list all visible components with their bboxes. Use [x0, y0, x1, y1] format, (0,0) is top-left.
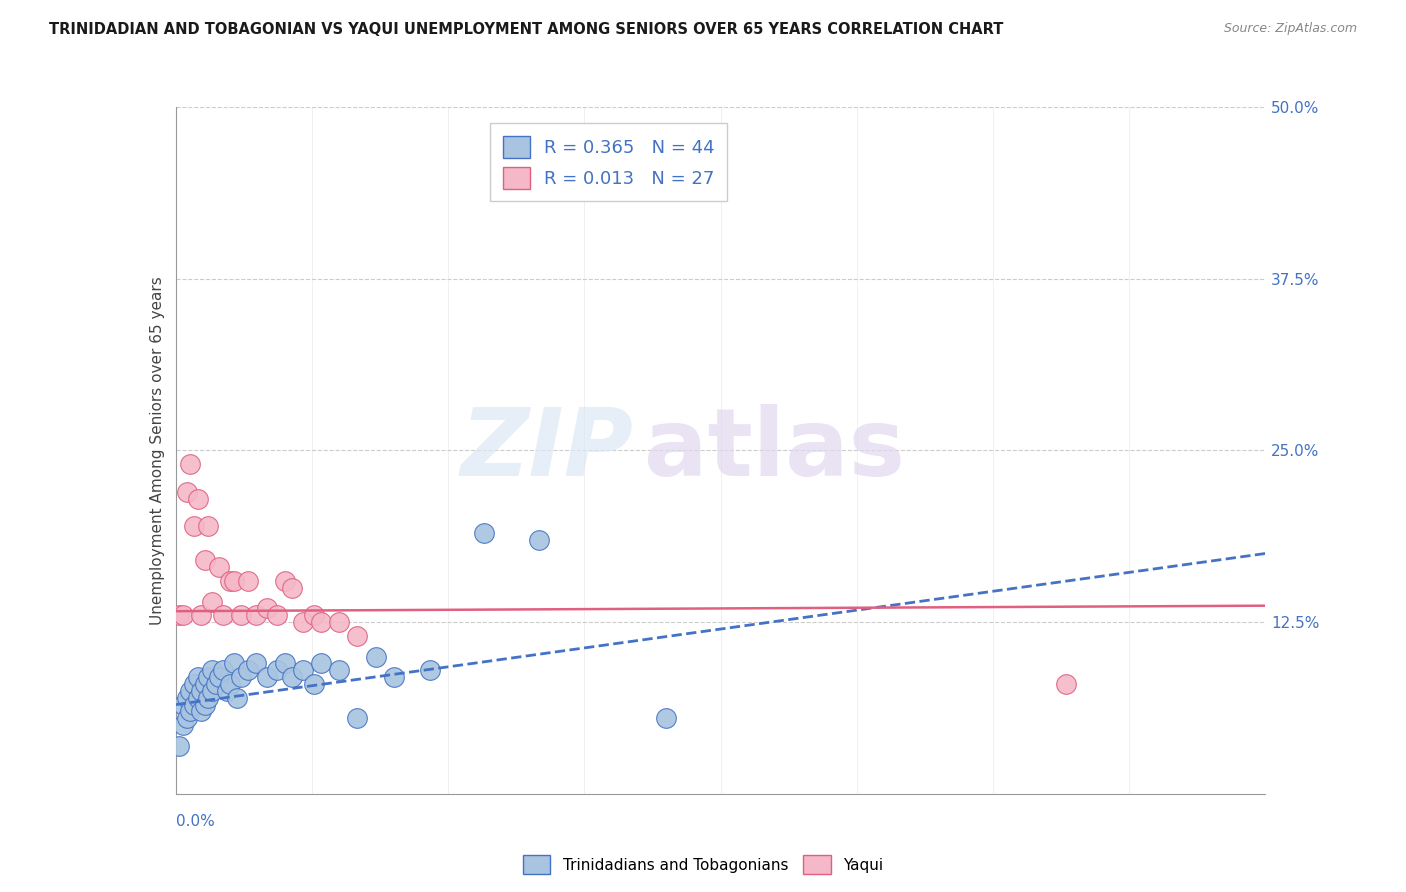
- Point: [197, 690, 219, 705]
- Point: [226, 690, 249, 705]
- Point: [281, 581, 304, 595]
- Text: Source: ZipAtlas.com: Source: ZipAtlas.com: [1223, 22, 1357, 36]
- Point: [266, 663, 288, 677]
- Point: [245, 608, 267, 623]
- Point: [179, 683, 201, 698]
- Point: [222, 574, 245, 588]
- Y-axis label: Unemployment Among Seniors over 65 years: Unemployment Among Seniors over 65 years: [149, 277, 165, 624]
- Point: [655, 711, 678, 725]
- Point: [527, 533, 550, 547]
- Legend: R = 0.365   N = 44, R = 0.013   N = 27: R = 0.365 N = 44, R = 0.013 N = 27: [489, 123, 727, 202]
- Point: [201, 663, 224, 677]
- Point: [176, 690, 198, 705]
- Point: [238, 663, 260, 677]
- Point: [186, 690, 209, 705]
- Point: [212, 663, 235, 677]
- Point: [208, 560, 231, 574]
- Point: [256, 670, 278, 684]
- Point: [169, 739, 191, 753]
- Point: [346, 629, 368, 643]
- Point: [256, 601, 278, 615]
- Text: 0.0%: 0.0%: [176, 814, 215, 830]
- Point: [364, 649, 387, 664]
- Point: [419, 663, 441, 677]
- Point: [197, 519, 219, 533]
- Point: [274, 657, 297, 671]
- Legend: Trinidadians and Tobagonians, Yaqui: Trinidadians and Tobagonians, Yaqui: [517, 849, 889, 880]
- Point: [183, 519, 205, 533]
- Point: [201, 683, 224, 698]
- Point: [281, 670, 304, 684]
- Point: [222, 657, 245, 671]
- Point: [201, 594, 224, 608]
- Point: [179, 457, 201, 471]
- Point: [266, 608, 288, 623]
- Point: [204, 677, 226, 691]
- Point: [194, 553, 217, 567]
- Point: [302, 608, 325, 623]
- Point: [179, 705, 201, 719]
- Point: [186, 491, 209, 506]
- Point: [1054, 677, 1077, 691]
- Point: [291, 663, 314, 677]
- Point: [197, 670, 219, 684]
- Point: [245, 657, 267, 671]
- Point: [219, 574, 242, 588]
- Point: [190, 608, 212, 623]
- Point: [219, 677, 242, 691]
- Point: [183, 677, 205, 691]
- Point: [194, 698, 217, 712]
- Text: atlas: atlas: [644, 404, 905, 497]
- Point: [172, 608, 194, 623]
- Point: [474, 525, 496, 540]
- Point: [274, 574, 297, 588]
- Point: [328, 663, 350, 677]
- Point: [186, 670, 209, 684]
- Point: [309, 615, 332, 630]
- Point: [346, 711, 368, 725]
- Point: [309, 657, 332, 671]
- Point: [238, 574, 260, 588]
- Point: [190, 705, 212, 719]
- Point: [176, 711, 198, 725]
- Point: [302, 677, 325, 691]
- Point: [183, 698, 205, 712]
- Point: [208, 670, 231, 684]
- Point: [212, 608, 235, 623]
- Point: [382, 670, 405, 684]
- Point: [190, 683, 212, 698]
- Point: [169, 608, 191, 623]
- Point: [231, 670, 253, 684]
- Point: [215, 683, 238, 698]
- Text: ZIP: ZIP: [461, 404, 633, 497]
- Point: [328, 615, 350, 630]
- Point: [231, 608, 253, 623]
- Point: [194, 677, 217, 691]
- Point: [172, 718, 194, 732]
- Text: TRINIDADIAN AND TOBAGONIAN VS YAQUI UNEMPLOYMENT AMONG SENIORS OVER 65 YEARS COR: TRINIDADIAN AND TOBAGONIAN VS YAQUI UNEM…: [49, 22, 1004, 37]
- Point: [291, 615, 314, 630]
- Point: [176, 484, 198, 499]
- Point: [172, 698, 194, 712]
